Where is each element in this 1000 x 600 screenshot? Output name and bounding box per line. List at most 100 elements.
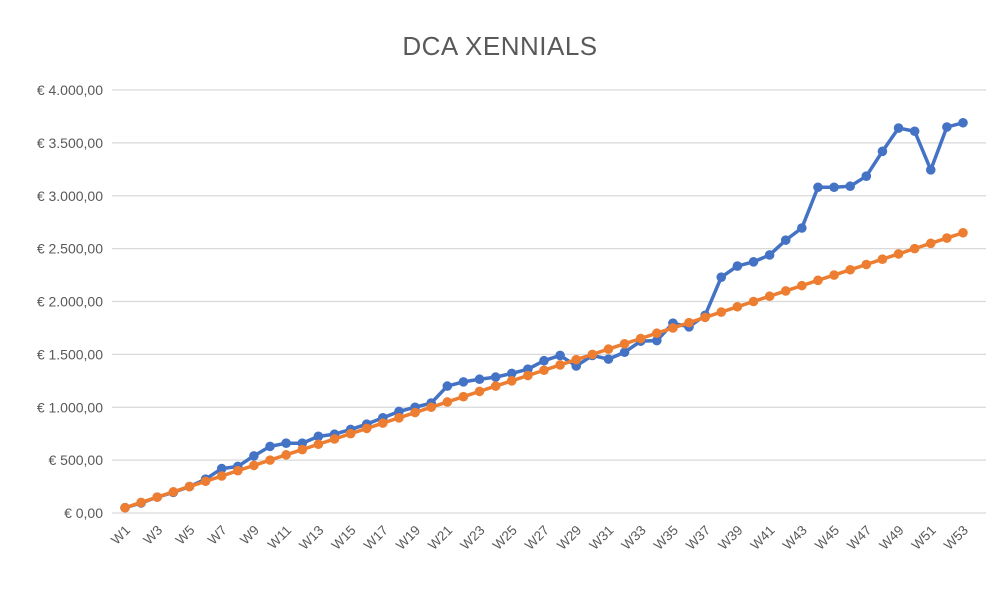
x-axis-tick-label: W9 — [237, 523, 262, 548]
data-point-portfolio-value — [603, 354, 614, 364]
data-point-invested-amount — [458, 391, 469, 402]
data-point-invested-amount — [780, 286, 791, 296]
data-point-portfolio-value — [458, 377, 469, 387]
x-axis-tick-label: W29 — [554, 523, 584, 553]
data-point-portfolio-value — [490, 372, 501, 382]
data-point-invested-amount — [813, 275, 823, 286]
data-point-portfolio-value — [829, 182, 839, 193]
data-point-invested-amount — [120, 502, 130, 513]
data-point-invested-amount — [184, 481, 195, 492]
data-point-invested-amount — [861, 259, 872, 270]
x-axis-tick-label: W47 — [844, 523, 874, 553]
data-point-invested-amount — [490, 381, 501, 391]
data-point-portfolio-value — [506, 368, 517, 379]
data-point-invested-amount — [877, 254, 888, 264]
series-line-portfolio-value — [123, 121, 965, 510]
data-point-invested-amount — [410, 407, 420, 418]
data-point-invested-amount — [426, 402, 436, 413]
data-point-invested-amount — [539, 365, 549, 376]
data-point-portfolio-value — [942, 122, 952, 132]
data-point-invested-amount — [329, 434, 340, 444]
data-point-invested-amount — [619, 339, 630, 349]
x-axis-tick-label: W3 — [140, 523, 165, 548]
data-point-portfolio-value — [748, 257, 759, 267]
data-point-invested-amount — [603, 344, 614, 354]
data-point-invested-amount — [893, 249, 904, 259]
data-point-invested-amount — [716, 307, 727, 317]
data-point-invested-amount — [668, 323, 678, 333]
data-point-portfolio-value — [861, 171, 872, 181]
data-point-invested-amount — [394, 413, 404, 423]
data-point-portfolio-value — [925, 165, 936, 175]
data-point-portfolio-value — [619, 347, 630, 358]
data-point-invested-amount — [829, 270, 839, 280]
data-point-invested-amount — [635, 333, 646, 344]
data-point-portfolio-value — [652, 335, 662, 346]
x-axis-tick-label: W45 — [812, 523, 842, 553]
x-axis-tick-label: W31 — [586, 523, 616, 553]
data-point-portfolio-value — [265, 441, 275, 452]
data-point-invested-amount — [168, 487, 179, 497]
x-axis-tick-label: W49 — [876, 523, 906, 553]
data-point-portfolio-value — [845, 181, 855, 192]
x-axis-tick-label: W27 — [522, 523, 552, 553]
data-point-invested-amount — [942, 233, 952, 243]
data-point-portfolio-value — [909, 126, 920, 137]
data-point-invested-amount — [652, 328, 662, 339]
data-point-invested-amount — [442, 397, 453, 407]
data-point-invested-amount — [523, 370, 533, 381]
y-axis-tick-label: € 4.000,00 — [37, 82, 103, 98]
data-point-invested-amount — [845, 264, 855, 275]
data-point-invested-amount — [200, 476, 211, 487]
data-point-portfolio-value — [539, 355, 549, 366]
data-point-invested-amount — [958, 227, 968, 238]
x-axis-tick-label: W15 — [328, 523, 358, 553]
data-point-portfolio-value — [813, 182, 823, 193]
y-axis-tick-label: € 3.000,00 — [37, 188, 103, 204]
data-point-portfolio-value — [249, 451, 259, 461]
data-point-invested-amount — [249, 460, 259, 471]
x-axis-tick-label: W11 — [265, 523, 295, 553]
x-axis-tick-label: W35 — [651, 523, 681, 553]
data-point-invested-amount — [265, 455, 275, 465]
data-point-invested-amount — [361, 423, 372, 434]
data-point-invested-amount — [909, 243, 920, 254]
x-axis-tick-label: W21 — [425, 523, 455, 553]
data-point-invested-amount — [345, 428, 356, 439]
x-axis-tick-label: W7 — [205, 523, 230, 548]
chart-title: DCA XENNIALS — [402, 31, 598, 61]
data-point-portfolio-value — [716, 272, 727, 282]
data-point-portfolio-value — [877, 146, 888, 157]
x-axis-tick-label: W39 — [715, 523, 745, 553]
data-point-invested-amount — [297, 444, 308, 455]
x-axis-tick-label: W1 — [108, 523, 133, 548]
data-point-invested-amount — [732, 301, 743, 312]
data-point-portfolio-value — [797, 223, 807, 233]
data-point-portfolio-value — [555, 350, 565, 361]
x-axis-tick-label: W25 — [490, 523, 520, 553]
data-point-portfolio-value — [442, 381, 453, 391]
data-point-invested-amount — [233, 465, 243, 476]
x-axis-tick-label: W17 — [361, 523, 391, 553]
x-axis-tick-label: W43 — [780, 523, 810, 553]
x-axis-tick-label: W51 — [909, 523, 939, 553]
data-point-portfolio-value — [780, 235, 791, 245]
x-axis-tick-label: W53 — [941, 523, 971, 553]
x-axis-tick-label: W19 — [393, 523, 423, 553]
data-point-invested-amount — [700, 312, 710, 323]
data-point-invested-amount — [281, 450, 291, 460]
data-point-portfolio-value — [474, 374, 485, 385]
y-axis-tick-label: € 1.500,00 — [37, 346, 103, 362]
data-point-invested-amount — [378, 418, 388, 428]
y-axis-tick-label: € 1.000,00 — [37, 399, 103, 415]
data-point-invested-amount — [555, 360, 565, 370]
data-point-invested-amount — [925, 238, 936, 249]
x-axis-tick-label: W13 — [296, 523, 326, 553]
y-axis-tick-label: € 0,00 — [64, 505, 103, 521]
data-point-invested-amount — [797, 280, 807, 291]
data-point-portfolio-value — [764, 250, 775, 260]
data-point-invested-amount — [506, 376, 517, 386]
data-point-invested-amount — [152, 492, 163, 502]
